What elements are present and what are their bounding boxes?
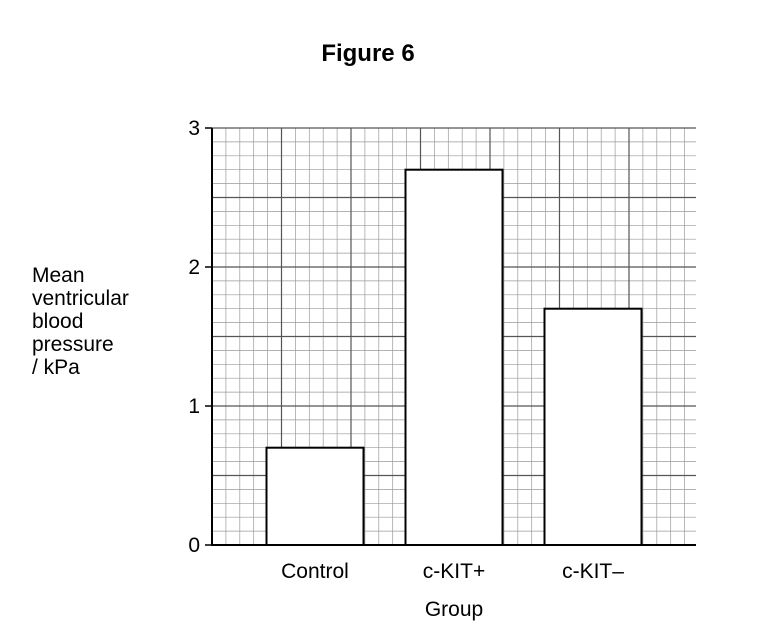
bar bbox=[543, 307, 643, 547]
y-tick-label: 0 bbox=[188, 534, 200, 557]
y-axis-label-line: ventricular bbox=[32, 287, 129, 310]
y-axis-label: Mean ventricular blood pressure / kPa bbox=[32, 264, 129, 379]
x-tick-labels: Control c-KIT+ c-KIT– bbox=[281, 560, 624, 583]
x-tick-label: Control bbox=[281, 560, 349, 583]
figure-title: Figure 6 bbox=[321, 40, 415, 67]
x-axis-label: Group bbox=[425, 598, 483, 621]
bars bbox=[265, 168, 643, 547]
bar bbox=[265, 446, 365, 547]
y-tick-labels: 0 1 2 3 bbox=[188, 117, 200, 557]
y-tick-label: 2 bbox=[188, 256, 200, 279]
bar bbox=[404, 168, 504, 546]
x-tick-label: c-KIT+ bbox=[423, 560, 485, 583]
y-tick-label: 3 bbox=[188, 117, 200, 140]
y-axis-label-line: Mean bbox=[32, 264, 85, 287]
y-tick-label: 1 bbox=[188, 395, 200, 418]
y-axis-label-line: / kPa bbox=[32, 356, 80, 379]
y-axis-label-line: pressure bbox=[32, 333, 114, 356]
y-axis-label-line: blood bbox=[32, 310, 84, 333]
x-tick-label: c-KIT– bbox=[562, 560, 624, 583]
axes bbox=[205, 127, 696, 546]
